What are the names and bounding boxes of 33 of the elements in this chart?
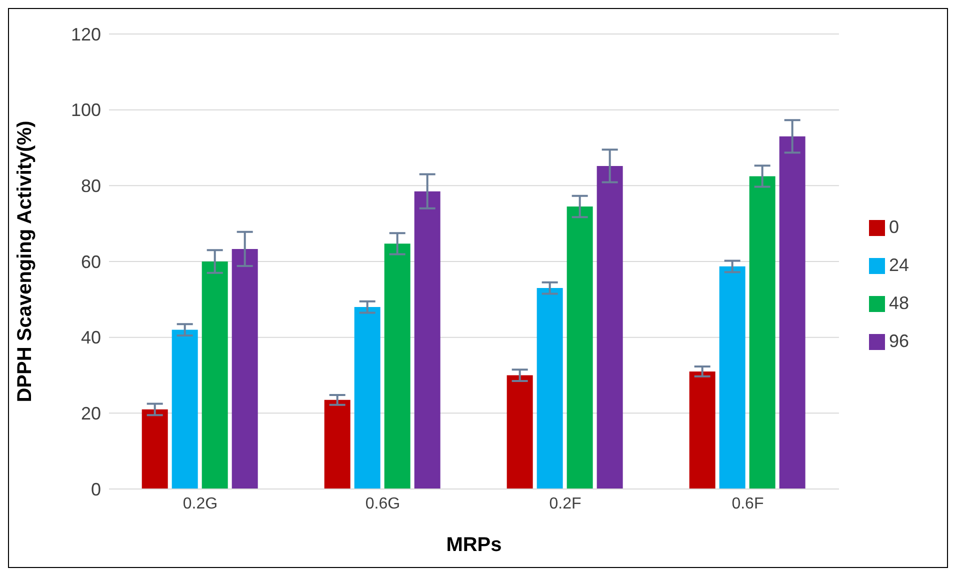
bar (506, 375, 533, 489)
x-tick-label: 0.6G (365, 495, 400, 512)
legend-label: 0 (888, 217, 899, 237)
bar (202, 262, 228, 489)
bar (779, 136, 806, 489)
bar (749, 176, 776, 489)
x-tick-label: 0.2F (549, 495, 582, 512)
y-tick-label: 60 (80, 252, 101, 272)
bar (689, 371, 716, 489)
legend-label: 48 (888, 293, 909, 313)
bar (142, 409, 168, 489)
x-tick-label: 0.6F (732, 495, 764, 512)
y-tick-label: 80 (80, 176, 101, 196)
y-tick-label: 100 (70, 100, 101, 120)
y-tick-label: 20 (80, 404, 101, 424)
bar (596, 166, 623, 489)
y-axis-title: DPPH Scavenging Activity(%) (14, 120, 36, 402)
bar (566, 206, 593, 489)
y-tick-label: 0 (90, 479, 101, 500)
bar (172, 330, 198, 489)
bar (536, 288, 563, 489)
bar (384, 244, 410, 489)
bar (324, 400, 350, 489)
bar (354, 307, 380, 489)
y-tick-label: 40 (80, 328, 101, 348)
bar (414, 191, 440, 489)
x-tick-label: 0.2G (182, 495, 218, 512)
bar (719, 266, 746, 489)
legend-label: 96 (888, 331, 909, 351)
legend-label: 24 (888, 255, 909, 275)
x-axis-title: MRPs (446, 534, 502, 556)
bar (232, 248, 258, 489)
y-tick-label: 120 (70, 24, 101, 44)
